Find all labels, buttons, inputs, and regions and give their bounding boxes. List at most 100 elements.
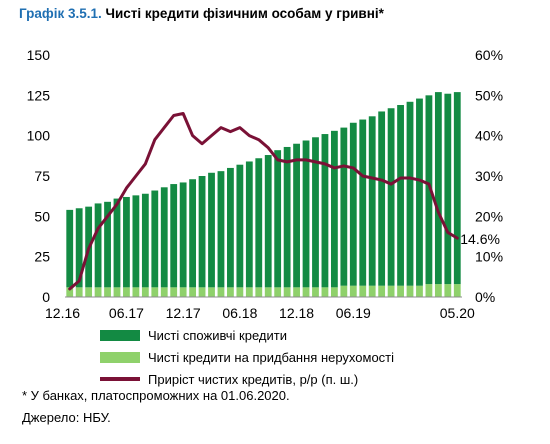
growth-line bbox=[68, 111, 459, 291]
y-left-tick-label: 125 bbox=[27, 87, 51, 103]
x-tick-label: 06.18 bbox=[222, 305, 257, 321]
bar-mortgage bbox=[151, 287, 159, 297]
chart-title-text: Чисті кредити фізичним особам у гривні* bbox=[105, 6, 384, 21]
legend-swatch-mortgage bbox=[100, 351, 140, 363]
bar-mortgage bbox=[349, 285, 357, 297]
bar-mortgage bbox=[340, 285, 348, 297]
bar-consumer bbox=[434, 92, 442, 285]
chart-legend: Чисті споживчі кредити Чисті кредити на … bbox=[100, 324, 394, 390]
bar-mortgage bbox=[170, 287, 178, 297]
bar-mortgage bbox=[359, 285, 367, 297]
bar-mortgage bbox=[227, 287, 234, 297]
bar-consumer bbox=[198, 176, 206, 288]
bar-mortgage bbox=[378, 285, 386, 297]
bar-consumer bbox=[132, 195, 140, 288]
bar-consumer bbox=[453, 92, 461, 285]
legend-item-growth: Приріст чистих кредитів, р/р (п. ш.) bbox=[100, 368, 394, 390]
bar-consumer bbox=[378, 111, 386, 286]
x-tick-label: 06.17 bbox=[109, 305, 144, 321]
x-tick-label: 12.17 bbox=[166, 305, 201, 321]
bar-consumer bbox=[113, 198, 121, 288]
legend-label-mortgage: Чисті кредити на придбання нерухомості bbox=[148, 349, 395, 365]
bar-consumer bbox=[321, 134, 329, 288]
bar-mortgage bbox=[283, 287, 291, 297]
bar-mortgage bbox=[189, 287, 197, 297]
bar-consumer bbox=[368, 116, 376, 286]
x-tick-label: 12.16 bbox=[45, 305, 80, 321]
bar-mortgage bbox=[113, 287, 121, 297]
bar-mortgage bbox=[434, 284, 442, 297]
bar-mortgage bbox=[330, 287, 338, 297]
bar-mortgage bbox=[406, 285, 414, 297]
x-tick-label: 05.20 bbox=[440, 305, 475, 321]
x-tick-label: 12.18 bbox=[279, 305, 314, 321]
bar-mortgage bbox=[255, 287, 263, 297]
y-right-tick-label: 0% bbox=[475, 289, 495, 305]
y-left-tick-label: 0 bbox=[42, 289, 50, 305]
bar-consumer bbox=[293, 143, 300, 288]
bar-mortgage bbox=[245, 287, 253, 297]
bar-mortgage bbox=[141, 287, 149, 297]
legend-swatch-consumer bbox=[100, 329, 140, 341]
bar-consumer bbox=[208, 172, 215, 288]
bar-mortgage bbox=[132, 287, 140, 297]
bar-mortgage bbox=[368, 285, 376, 297]
footnote: * У банках, платоспроможних на 01.06.202… bbox=[22, 388, 290, 403]
bar-mortgage bbox=[160, 287, 168, 297]
bar-mortgage bbox=[85, 287, 93, 297]
bar-consumer bbox=[217, 171, 225, 288]
growth-end-label: 14.6% bbox=[460, 231, 500, 247]
x-tick-label: 06.19 bbox=[336, 305, 371, 321]
bar-consumer bbox=[397, 105, 404, 286]
bar-consumer bbox=[94, 203, 102, 288]
bar-consumer bbox=[75, 208, 83, 288]
y-left-tick-label: 75 bbox=[34, 168, 50, 184]
legend-item-consumer: Чисті споживчі кредити bbox=[100, 324, 394, 346]
bar-consumer bbox=[283, 146, 291, 288]
bar-consumer bbox=[312, 137, 319, 288]
y-right-tick-label: 30% bbox=[475, 168, 503, 184]
bar-mortgage bbox=[444, 284, 452, 297]
bar-mortgage bbox=[94, 287, 102, 297]
bar-mortgage bbox=[217, 287, 225, 297]
bar-consumer bbox=[170, 184, 178, 288]
bar-mortgage bbox=[208, 287, 215, 297]
legend-label-growth: Приріст чистих кредитів, р/р (п. ш.) bbox=[148, 371, 359, 387]
y-left-tick-label: 150 bbox=[27, 47, 51, 63]
bar-consumer bbox=[387, 108, 395, 286]
bar-consumer bbox=[189, 179, 197, 288]
bar-consumer bbox=[274, 150, 282, 288]
chart-title: Графік 3.5.1. Чисті кредити фізичним осо… bbox=[19, 6, 384, 21]
bar-consumer bbox=[151, 190, 159, 288]
bar-mortgage bbox=[179, 287, 187, 297]
bar-mortgage bbox=[75, 287, 83, 297]
bar-consumer bbox=[141, 193, 149, 288]
y-right-tick-label: 60% bbox=[475, 47, 503, 63]
bar-mortgage bbox=[264, 287, 272, 297]
chart-canvas: 0 25 50 75 100 125 150 0% 10% 20% 30% 40% 50% 60% 12.1… bbox=[27, 47, 503, 321]
bar-mortgage bbox=[397, 285, 404, 297]
bar-mortgage bbox=[104, 287, 111, 297]
bar-consumer bbox=[123, 196, 130, 288]
y-right-tick-label: 50% bbox=[475, 87, 503, 103]
bar-mortgage bbox=[293, 287, 300, 297]
bar-consumer bbox=[227, 167, 234, 288]
bar-consumer bbox=[160, 187, 168, 288]
bar-consumer bbox=[302, 140, 310, 288]
bar-consumer bbox=[179, 182, 187, 288]
bar-consumer bbox=[255, 158, 263, 288]
bar-mortgage bbox=[198, 287, 206, 297]
bar-consumer bbox=[66, 209, 74, 288]
bar-mortgage bbox=[123, 287, 130, 297]
bar-mortgage bbox=[387, 285, 395, 297]
chart-title-number: Графік 3.5.1. bbox=[19, 6, 102, 21]
bar-consumer bbox=[236, 164, 244, 288]
y-left-tick-label: 50 bbox=[34, 208, 50, 224]
bar-mortgage bbox=[312, 287, 319, 297]
bar-mortgage bbox=[274, 287, 282, 297]
bar-mortgage bbox=[453, 284, 461, 297]
bar-mortgage bbox=[416, 285, 423, 297]
bar-mortgage bbox=[236, 287, 244, 297]
bar-mortgage bbox=[425, 284, 433, 297]
bar-consumer bbox=[104, 201, 111, 288]
